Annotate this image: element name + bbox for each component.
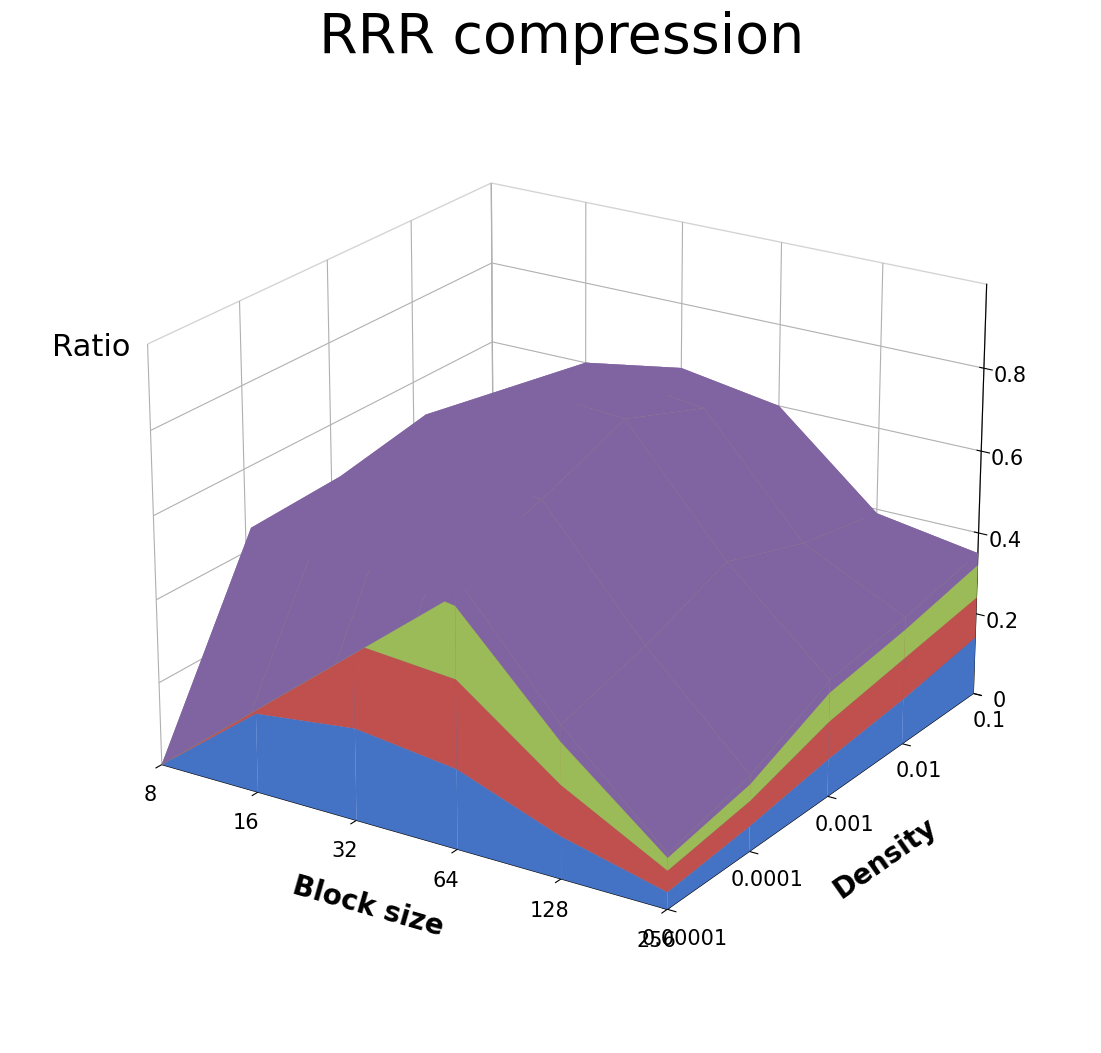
X-axis label: Block size: Block size [288,872,446,941]
Y-axis label: Density: Density [829,813,942,905]
Text: Ratio: Ratio [52,333,130,362]
Title: RRR compression: RRR compression [319,11,804,65]
